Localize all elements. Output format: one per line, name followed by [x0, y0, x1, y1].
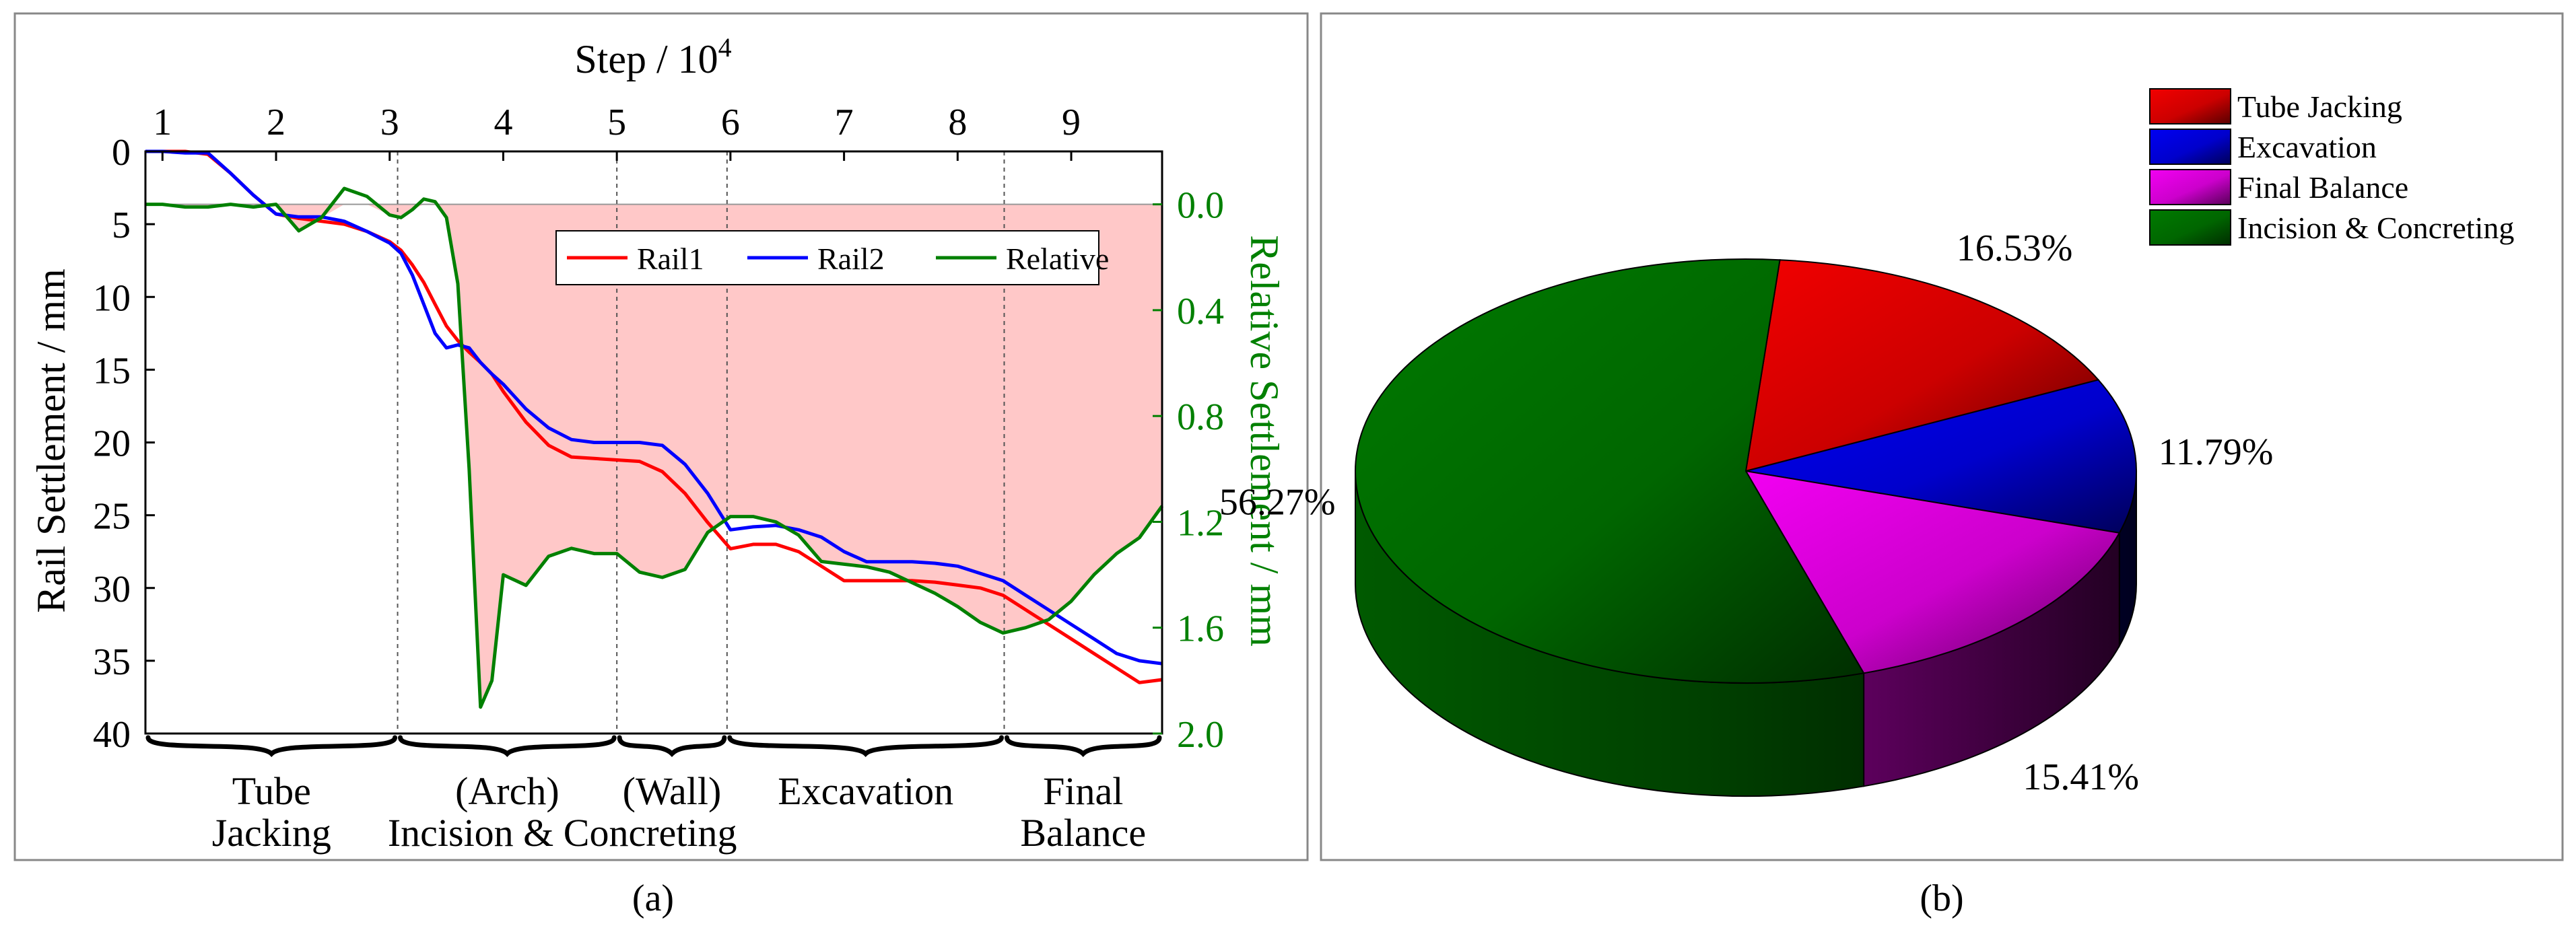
- y-tick-label: 10: [93, 277, 131, 319]
- legend-label: Final Balance: [2237, 170, 2408, 205]
- pie-percent-label: 15.41%: [2023, 756, 2139, 798]
- y-tick-label: 0: [112, 132, 131, 174]
- pie-percent-label: 16.53%: [1957, 227, 2073, 269]
- y2-tick-label: 1.6: [1177, 608, 1224, 650]
- panel-a: 0 5 10 15 20 25 30 35 40 0.0 0.4 0.8 1.2 1.6 2.0 1 2 3 4 5 6…: [13, 12, 1309, 919]
- legend-swatch: [2149, 88, 2231, 124]
- pie-3d: [1355, 258, 2137, 797]
- phase-label: Tube: [232, 769, 311, 813]
- phase-label: (Wall): [623, 769, 722, 813]
- y2-tick-label: 2.0: [1177, 714, 1224, 756]
- y-tick-label: 25: [93, 496, 131, 538]
- y-tick-label: 15: [93, 350, 131, 392]
- pie-slice-incision-concreting: [1355, 258, 1865, 684]
- pie-slice-final-balance: [1744, 470, 2121, 674]
- y2-tick-label: 0.0: [1177, 185, 1224, 227]
- top-x-tick-label: 7: [835, 102, 854, 143]
- panel-b-label: (b): [1920, 878, 1963, 919]
- top-x-tick-label: 3: [380, 102, 399, 143]
- top-x-tick-label: 8: [948, 102, 967, 143]
- y-tick-label: 35: [93, 641, 131, 683]
- phase-label-shared: Incision & Concreting: [388, 811, 737, 855]
- y-tick-label: 5: [112, 205, 131, 246]
- legend-swatch: [2149, 129, 2231, 165]
- phase-braces: [145, 735, 1162, 757]
- shaded-area-fill: [145, 204, 1162, 707]
- phase-label: Balance: [1020, 811, 1146, 855]
- phase-label: Excavation: [778, 769, 953, 813]
- top-axis-title: Step / 104: [574, 32, 731, 81]
- top-x-tick-label: 1: [153, 102, 172, 143]
- panel-a-label: (a): [632, 878, 674, 919]
- series-lines: [145, 149, 1164, 709]
- series-line-relative: [145, 186, 1164, 709]
- top-x-tick-label: 4: [494, 102, 512, 143]
- legend-label: Rail2: [817, 242, 885, 276]
- legend-label: Rail1: [637, 242, 704, 276]
- series-line-rail2: [145, 149, 1163, 666]
- phase-brace: [727, 735, 1004, 757]
- series-line-rail1: [145, 149, 1163, 684]
- legend: Rail1 Rail2 Relative: [555, 230, 1109, 285]
- pie-legend: Tube Jacking Excavation Final Balance Incis…: [2149, 88, 2514, 246]
- y-axis-title: Rail Settlement / mm: [29, 269, 73, 613]
- y-tick-label: 40: [93, 714, 131, 756]
- legend-label: Relative: [1006, 242, 1109, 276]
- phase-label: (Arch): [455, 769, 560, 813]
- panel-b: 16.53% 11.79% 15.41% 56.27% Tube Jacking Exc…: [1219, 12, 2564, 919]
- panel-a-frame: [13, 12, 1309, 861]
- pie-percent-label: 56.27%: [1219, 481, 1336, 523]
- phase-brace: [617, 735, 727, 757]
- panel-b-frame: [1320, 12, 2564, 861]
- top-x-tick-label: 2: [267, 102, 285, 143]
- legend-label: Excavation: [2237, 130, 2377, 164]
- y2-tick-label: 0.8: [1177, 396, 1224, 438]
- legend-swatch: [2149, 169, 2231, 205]
- pie-percent-label: 11.79%: [2159, 431, 2274, 473]
- phase-label: Final: [1043, 769, 1123, 813]
- phase-brace: [1004, 735, 1162, 757]
- legend-label: Incision & Concreting: [2237, 211, 2514, 245]
- phase-brace: [145, 735, 398, 757]
- legend-swatch: [2149, 209, 2231, 246]
- y2-axis-title: Relative Settlement / mm: [1242, 235, 1287, 647]
- pie-slice-excavation: [1745, 379, 2137, 534]
- y-tick-label: 30: [93, 569, 131, 610]
- y2-tick-label: 0.4: [1177, 291, 1224, 332]
- y-tick-label: 20: [93, 423, 131, 465]
- pie-labels: 16.53% 11.79% 15.41% 56.27%: [1219, 227, 2273, 798]
- top-x-tick-label: 9: [1062, 102, 1081, 143]
- legend-label: Tube Jacking: [2237, 90, 2402, 124]
- top-x-tick-label: 6: [721, 102, 740, 143]
- phase-label: Jacking: [212, 811, 331, 855]
- y2-tick-label: 1.2: [1177, 502, 1224, 544]
- phase-brace: [398, 735, 617, 757]
- top-x-tick-label: 5: [607, 102, 626, 143]
- relative-shaded-area: [145, 203, 1162, 707]
- pie-slice-tube-jacking: [1744, 259, 2100, 472]
- axis-ticks: 0 5 10 15 20 25 30 35 40 0.0 0.4 0.8 1.2 1.6 2.0 1 2 3 4 5 6…: [93, 102, 1224, 756]
